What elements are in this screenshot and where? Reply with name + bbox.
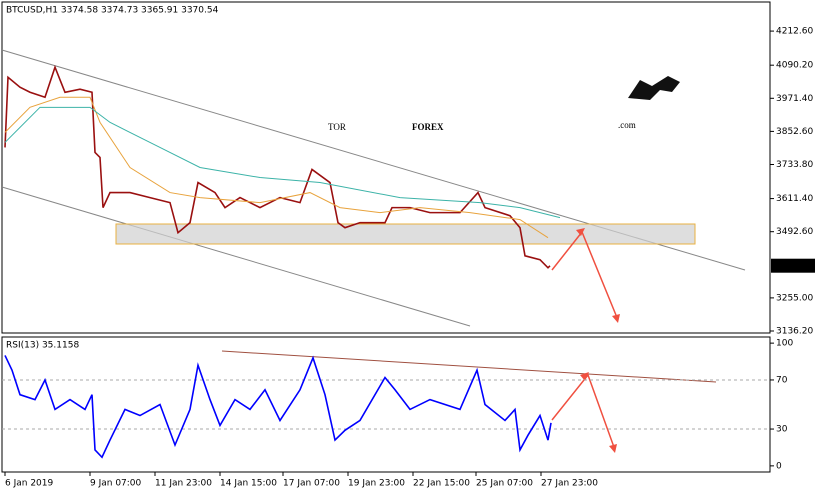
support-zone [115,223,696,245]
series-line [4,64,551,269]
y-tick-label: 3492.60 [776,227,813,237]
y-tick-label: 3971.40 [776,94,813,104]
rsi-forecast-arrow [551,373,616,451]
x-tick-label: 27 Jan 23:00 [541,479,598,489]
rsi-trendline [221,350,717,383]
analysis [1,49,746,453]
x-tick-label: 17 Jan 07:00 [283,479,340,489]
y-tick-label: 3611.40 [776,194,813,204]
x-tick-label: 19 Jan 23:00 [348,479,405,489]
channel-bottom [1,186,471,327]
logo: TOR FOREX .com [328,76,680,132]
y-tick-label: 3255.00 [776,293,813,303]
logo-bull [628,76,680,100]
x-tick-label: 9 Jan 07:00 [90,479,142,489]
logo-prefix: TOR [328,122,346,132]
y-tick-label: 3733.80 [776,160,813,170]
y-tick-label: 100 [776,339,793,349]
price-panel [1,1,771,334]
last-price-box [771,258,815,273]
x-tick-label: 22 Jan 15:00 [413,479,470,489]
y-tick-label: 70 [776,375,788,385]
rsi-panel [1,336,771,473]
y-tick-label: 3852.60 [776,127,813,137]
panel-title: BTCUSD,H1 3374.58 3374.73 3365.91 3370.5… [6,6,219,16]
y-tick-label: 4212.60 [776,27,813,37]
x-tick-label: 14 Jan 15:00 [220,479,277,489]
y-tick-label: 3136.20 [776,326,813,336]
y-tick-label: 30 [776,425,788,435]
last-price-label: 3370.54 [774,261,811,271]
panel-title: RSI(13) 35.1158 [6,341,79,351]
y-tick-label: 4090.20 [776,61,813,71]
logo-suffix: .com [618,120,636,130]
series-line [4,355,552,459]
series-line [4,96,549,239]
y-tick-label: 0 [776,461,782,471]
x-tick-label: 11 Jan 23:00 [155,479,212,489]
x-tick-label: 25 Jan 07:00 [476,479,533,489]
x-tick-label: 6 Jan 2019 [5,479,53,489]
series-line [4,106,561,219]
logo-brand: FOREX [412,122,444,132]
